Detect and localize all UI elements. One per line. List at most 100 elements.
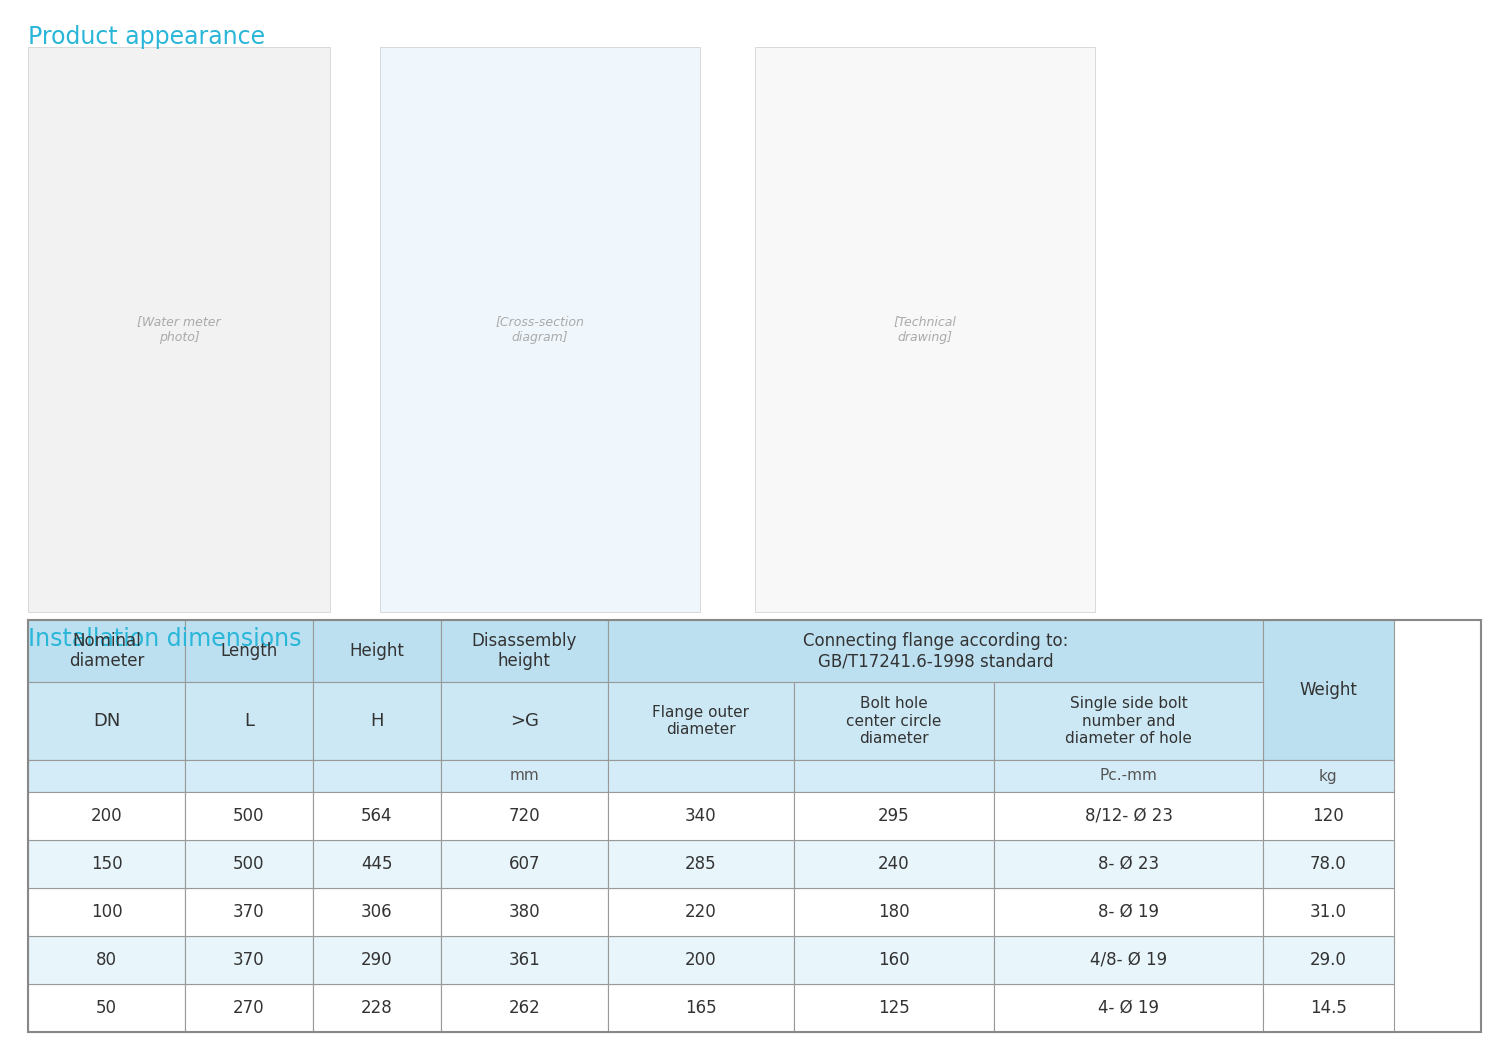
Bar: [608, 683, 794, 760]
Text: 228: 228: [361, 999, 392, 1017]
Text: 31.0: 31.0: [1310, 903, 1348, 921]
Bar: [186, 620, 312, 683]
Text: 78.0: 78.0: [1310, 855, 1348, 873]
Text: 4/8- Ø 19: 4/8- Ø 19: [1089, 951, 1166, 969]
Bar: [994, 936, 1263, 984]
Bar: [441, 936, 608, 984]
Text: 295: 295: [878, 807, 910, 825]
Bar: [994, 888, 1263, 936]
Bar: [608, 620, 1263, 683]
Text: DN: DN: [92, 712, 121, 730]
Bar: [29, 792, 186, 840]
Bar: [794, 760, 994, 792]
Bar: [608, 792, 794, 840]
Bar: [312, 840, 441, 888]
Text: Flange outer
diameter: Flange outer diameter: [652, 704, 750, 737]
Bar: [441, 683, 608, 760]
Bar: [794, 936, 994, 984]
Bar: [29, 47, 330, 612]
Text: [Water meter
photo]: [Water meter photo]: [137, 316, 220, 344]
Bar: [794, 840, 994, 888]
Bar: [312, 888, 441, 936]
Bar: [312, 620, 441, 683]
Text: Disassembly
height: Disassembly height: [471, 631, 576, 670]
Bar: [994, 760, 1263, 792]
Text: 270: 270: [232, 999, 264, 1017]
Text: 150: 150: [91, 855, 122, 873]
Text: Pc.-mm: Pc.-mm: [1100, 769, 1157, 784]
Bar: [994, 792, 1263, 840]
Text: 380: 380: [509, 903, 540, 921]
Bar: [186, 936, 312, 984]
Text: 8- Ø 19: 8- Ø 19: [1099, 903, 1159, 921]
Text: Single side bolt
number and
diameter of hole: Single side bolt number and diameter of …: [1065, 696, 1192, 746]
Bar: [186, 984, 312, 1032]
Bar: [794, 984, 994, 1032]
Bar: [608, 936, 794, 984]
Text: 4- Ø 19: 4- Ø 19: [1099, 999, 1159, 1017]
Bar: [29, 683, 186, 760]
Text: >G: >G: [510, 712, 539, 730]
Bar: [29, 936, 186, 984]
Text: 80: 80: [97, 951, 118, 969]
Bar: [1263, 888, 1394, 936]
Bar: [186, 888, 312, 936]
Text: 262: 262: [509, 999, 540, 1017]
Bar: [29, 888, 186, 936]
Text: Height: Height: [349, 642, 404, 660]
Bar: [186, 760, 312, 792]
Text: 720: 720: [509, 807, 540, 825]
Text: kg: kg: [1319, 769, 1338, 784]
Bar: [312, 683, 441, 760]
Text: 180: 180: [878, 903, 910, 921]
Bar: [794, 888, 994, 936]
Bar: [608, 984, 794, 1032]
Bar: [441, 792, 608, 840]
Text: Weight: Weight: [1299, 681, 1358, 699]
Bar: [608, 888, 794, 936]
Bar: [754, 47, 1096, 612]
Bar: [29, 984, 186, 1032]
Bar: [608, 840, 794, 888]
Bar: [1263, 840, 1394, 888]
Text: 361: 361: [509, 951, 540, 969]
Text: 8/12- Ø 23: 8/12- Ø 23: [1085, 807, 1172, 825]
Text: 500: 500: [232, 807, 264, 825]
Bar: [312, 760, 441, 792]
Bar: [29, 620, 186, 683]
Text: Nominal
diameter: Nominal diameter: [69, 631, 145, 670]
Text: L: L: [244, 712, 254, 730]
Text: 8- Ø 23: 8- Ø 23: [1099, 855, 1159, 873]
Bar: [994, 984, 1263, 1032]
Text: 370: 370: [232, 903, 264, 921]
Bar: [186, 683, 312, 760]
Text: H: H: [370, 712, 383, 730]
Text: Product appearance: Product appearance: [29, 25, 266, 49]
Bar: [1263, 936, 1394, 984]
Text: Bolt hole
center circle
diameter: Bolt hole center circle diameter: [847, 696, 942, 746]
Text: [Cross-section
diagram]: [Cross-section diagram]: [495, 316, 584, 344]
Text: 445: 445: [361, 855, 392, 873]
Text: Installation dimensions: Installation dimensions: [29, 627, 302, 651]
Bar: [441, 840, 608, 888]
Bar: [186, 792, 312, 840]
Text: 220: 220: [685, 903, 717, 921]
Text: 165: 165: [685, 999, 717, 1017]
Bar: [994, 840, 1263, 888]
Bar: [441, 620, 608, 683]
Bar: [441, 760, 608, 792]
Text: 29.0: 29.0: [1310, 951, 1348, 969]
Bar: [186, 840, 312, 888]
Text: 340: 340: [685, 807, 717, 825]
Bar: [1263, 792, 1394, 840]
Bar: [312, 792, 441, 840]
Text: 120: 120: [1313, 807, 1345, 825]
Text: 500: 500: [232, 855, 264, 873]
Bar: [441, 984, 608, 1032]
Text: 285: 285: [685, 855, 717, 873]
Text: Connecting flange according to:
GB/T17241.6-1998 standard: Connecting flange according to: GB/T1724…: [803, 631, 1068, 670]
Text: 290: 290: [361, 951, 392, 969]
Bar: [794, 683, 994, 760]
Bar: [312, 936, 441, 984]
Text: 100: 100: [91, 903, 122, 921]
